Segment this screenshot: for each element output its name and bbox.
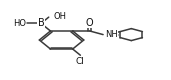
Text: OH: OH [53,12,66,21]
Text: HO: HO [13,19,26,28]
Text: B: B [38,18,44,28]
Text: NH: NH [105,30,118,40]
Text: O: O [86,18,94,28]
Text: Cl: Cl [76,57,85,66]
